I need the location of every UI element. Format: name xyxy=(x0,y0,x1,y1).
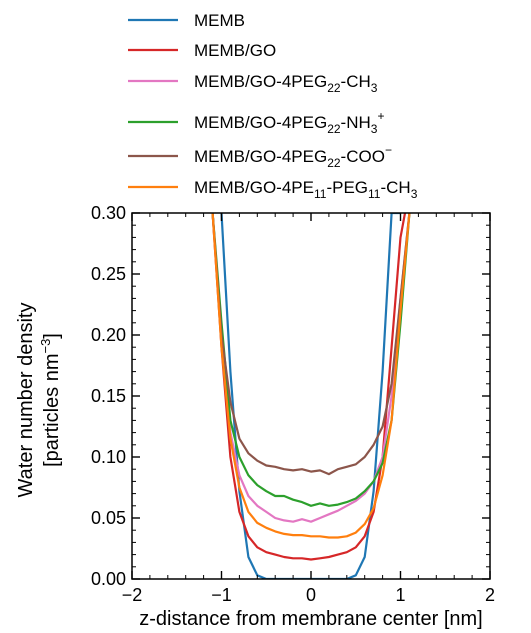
series-line-1 xyxy=(220,213,401,579)
series-line-4 xyxy=(211,213,411,507)
legend-label-1: MEMB xyxy=(194,11,245,30)
legend-label-2: MEMB/GO xyxy=(194,41,276,60)
y-axis-unit-exponent: −3 xyxy=(38,339,53,354)
series-layer xyxy=(211,213,411,579)
x-tick-label: 2 xyxy=(485,585,495,605)
legend-label-3: MEMB/GO-4PEG22​-CH3​ xyxy=(194,72,378,95)
y-axis-label: Water number density xyxy=(15,303,37,498)
legend-label-6: MEMB/GO-4PE11​-PEG11​-CH3​ xyxy=(194,178,418,201)
series-line-5 xyxy=(211,213,411,476)
y-axis-unit-close: ] xyxy=(41,333,63,339)
y-tick-label: 0.15 xyxy=(91,386,126,406)
x-tick-label: 1 xyxy=(395,585,405,605)
plot-frame xyxy=(131,212,491,580)
y-tick-label: 0.10 xyxy=(91,447,126,467)
y-tick-label: 0.05 xyxy=(91,508,126,528)
legend: MEMB MEMB/GO MEMB/GO-4PEG22​-CH3​ MEMB/GO-4… xyxy=(128,11,418,201)
y-tick-label: 0.30 xyxy=(91,203,126,223)
legend-label-4: MEMB/GO-4PEG22​-NH3​+​ xyxy=(194,109,384,136)
series-line-6 xyxy=(211,213,411,539)
x-tick-label: −2 xyxy=(122,585,143,605)
y-tick-label: 0.25 xyxy=(91,264,126,284)
y-axis-label-units: [particles nm−3] xyxy=(38,333,63,467)
y-axis-unit-text: [particles nm xyxy=(41,354,63,467)
x-tick-label: −1 xyxy=(211,585,232,605)
y-tick-label: 0.20 xyxy=(91,325,126,345)
y-axis-label-line2: [particles nm−3] xyxy=(38,333,63,467)
y-tick-label: 0.00 xyxy=(91,569,126,589)
x-axis-label: z-distance from membrane center [nm] xyxy=(139,608,482,630)
ticks-layer: −2 −1 0 1 2 0.00 0.05 0.10 0.15 0.20 0.25 0.30 xyxy=(91,203,495,605)
legend-label-5: MEMB/GO-4PEG22​-COO−​ xyxy=(194,143,392,170)
y-axis-label-line1: Water number density xyxy=(15,303,37,498)
x-tick-label: 0 xyxy=(306,585,316,605)
